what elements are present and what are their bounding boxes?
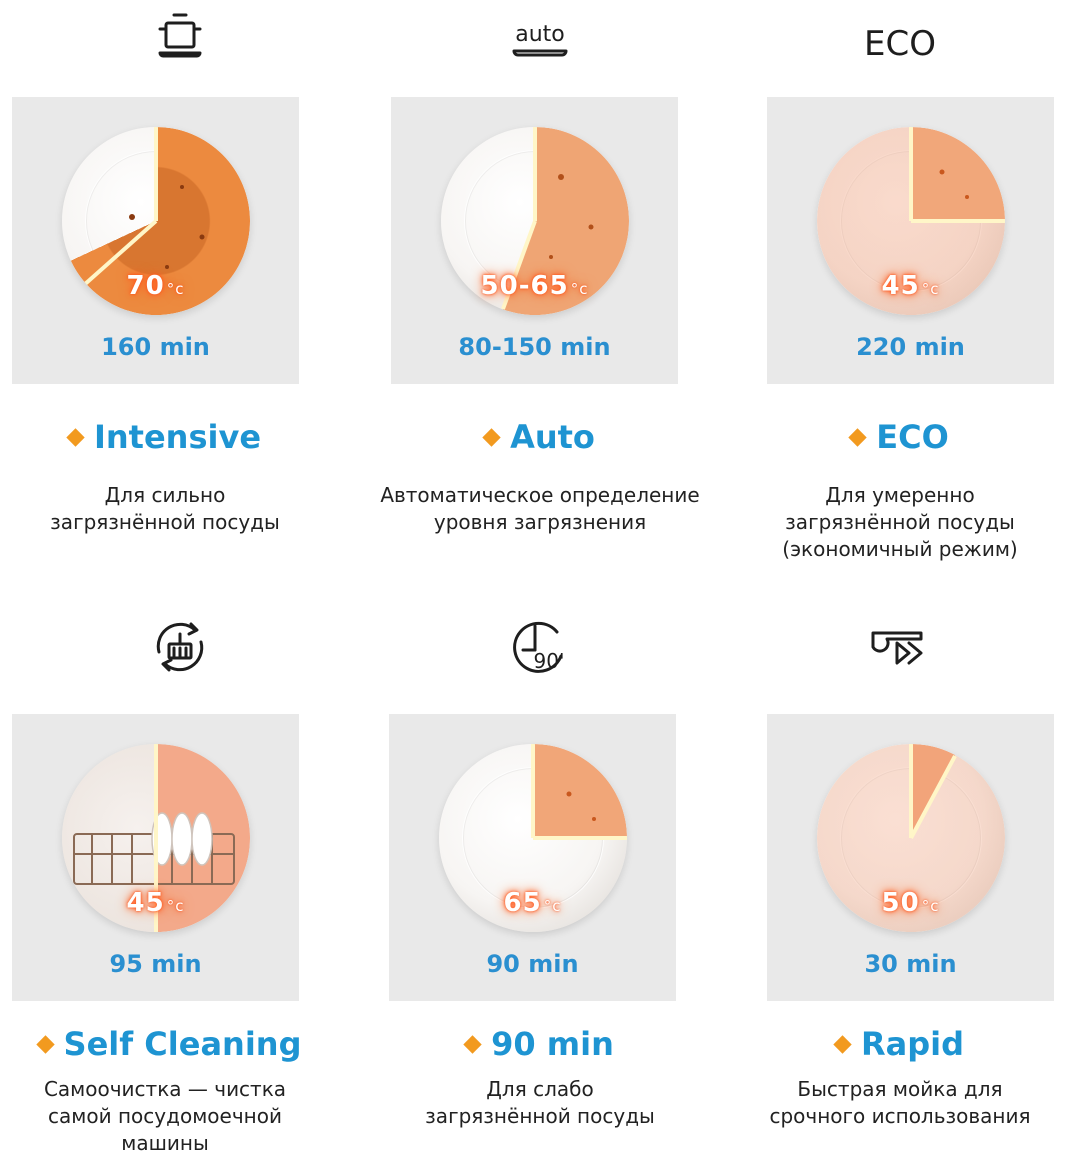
temperature-label: 50-65 °c xyxy=(480,271,589,301)
program-description: Автоматическое определение уровня загряз… xyxy=(380,483,700,534)
duration-label: 220 min xyxy=(856,333,965,361)
program-description: Для слабо загрязнённой посуды xyxy=(425,1077,655,1128)
clock-90-icon: 90' xyxy=(360,612,720,682)
duration-label: 160 min xyxy=(101,333,210,361)
program-description: Для умеренно загрязнённой посуды (эконом… xyxy=(782,483,1018,561)
program-title: Intensive xyxy=(0,416,360,458)
duration-label: 80-150 min xyxy=(458,333,611,361)
program-image-panel: 70 °c 160 min xyxy=(12,97,299,384)
program-title: Self Cleaning xyxy=(0,1023,360,1065)
diamond-bullet-icon xyxy=(463,1034,482,1054)
program-image-panel: 50 °c 30 min xyxy=(767,714,1054,1001)
plate-image xyxy=(441,127,629,315)
program-title: ECO xyxy=(720,416,1080,458)
program-image-panel: 50-65 °c 80-150 min xyxy=(391,97,678,384)
svg-text:ECO: ECO xyxy=(864,24,936,64)
duration-label: 95 min xyxy=(109,950,202,978)
program-description: Самоочистка — чистка самой посудомоечной… xyxy=(43,1077,287,1155)
program-image-panel: 45 °c 95 min xyxy=(12,714,299,1001)
program-title: Rapid xyxy=(720,1023,1080,1065)
plate-image xyxy=(817,744,1005,932)
program-description: Для сильно загрязнённой посуды xyxy=(50,483,280,534)
diamond-bullet-icon xyxy=(35,1034,55,1054)
duration-label: 90 min xyxy=(486,950,579,978)
auto-icon: auto xyxy=(360,2,720,72)
program-title: 90 min xyxy=(360,1023,720,1065)
temperature-label: 65 °c xyxy=(503,888,562,918)
temperature-label: 70 °c xyxy=(126,271,185,301)
duration-label: 30 min xyxy=(864,950,957,978)
program-title: Auto xyxy=(360,416,720,458)
program-description: Быстрая мойка для срочного использования xyxy=(769,1077,1031,1128)
temperature-label: 50 °c xyxy=(881,888,940,918)
plate-image xyxy=(439,744,627,932)
eco-icon: ECO xyxy=(720,6,1080,76)
program-image-panel: 45 °c 220 min xyxy=(767,97,1054,384)
temperature-label: 45 °c xyxy=(881,271,940,301)
dish-rack-image xyxy=(62,744,250,932)
self-cleaning-icon xyxy=(0,612,360,682)
diamond-bullet-icon xyxy=(66,427,85,447)
svg-text:90': 90' xyxy=(534,649,565,673)
diamond-bullet-icon xyxy=(848,427,867,447)
plate-image xyxy=(817,127,1005,315)
program-image-panel: 65 °c 90 min xyxy=(389,714,676,1001)
plate-image xyxy=(62,127,250,315)
temperature-label: 45 °c xyxy=(126,888,185,918)
svg-text:auto: auto xyxy=(515,22,565,47)
pot-icon xyxy=(0,2,360,72)
rapid-icon xyxy=(720,612,1080,682)
diamond-bullet-icon xyxy=(833,1034,852,1054)
diamond-bullet-icon xyxy=(482,427,501,447)
